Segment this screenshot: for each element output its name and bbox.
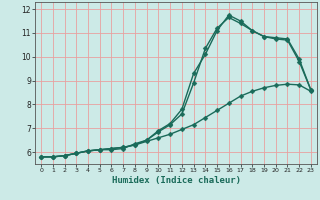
X-axis label: Humidex (Indice chaleur): Humidex (Indice chaleur) (111, 176, 241, 185)
